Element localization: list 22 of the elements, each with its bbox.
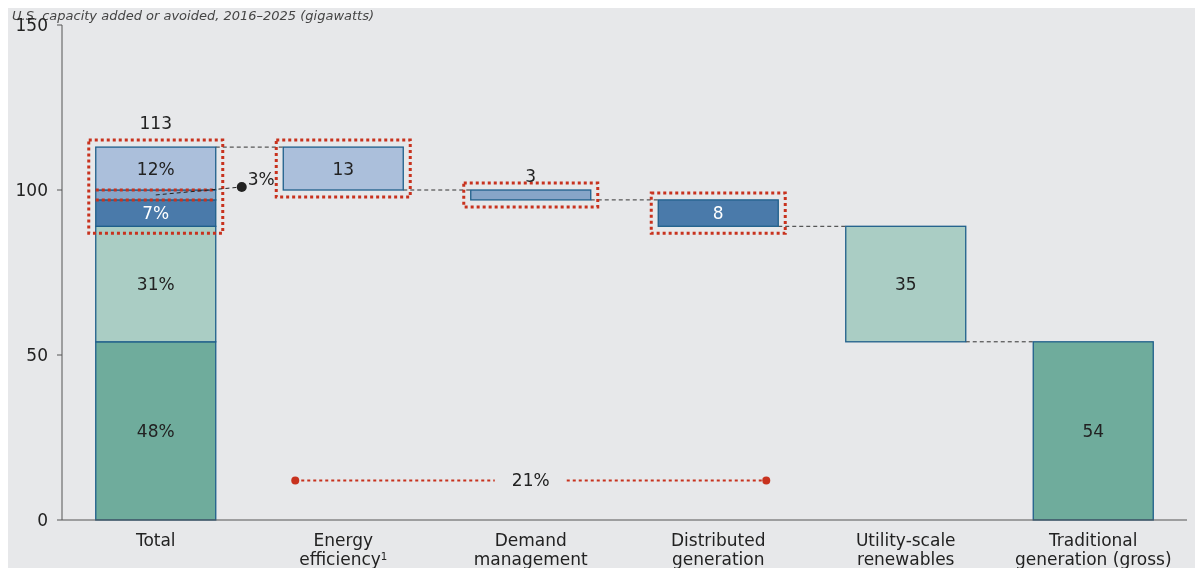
y-tick-label: 0 <box>37 510 48 530</box>
x-tick-label: Total <box>134 530 176 550</box>
data-label: 13 <box>332 158 355 179</box>
total-label: 113 <box>139 113 172 134</box>
y-tick-label: 100 <box>15 180 48 200</box>
x-tick-label: Utility-scale renewables <box>855 530 956 569</box>
x-tick-label: Demand management <box>473 530 589 569</box>
data-label: 8 <box>712 203 724 224</box>
annotation: 3% <box>247 168 275 189</box>
annotation: 48% <box>136 420 175 441</box>
x-tick-label: Energy efficiency$^{1}$ <box>299 530 388 569</box>
bar <box>1032 341 1154 521</box>
y-tick-label: 50 <box>26 345 48 365</box>
x-tick-label: Traditional generation (gross) <box>1014 530 1172 569</box>
data-label: 35 <box>894 274 917 295</box>
annotation: 12% <box>136 158 175 179</box>
annotation: 7% <box>142 203 170 224</box>
data-label: 3 <box>525 166 537 186</box>
x-tick-label: Distributed generation <box>670 530 766 569</box>
annotation: 21% <box>511 470 550 491</box>
data-label: 54 <box>1082 420 1105 441</box>
annotation: 31% <box>136 274 175 295</box>
